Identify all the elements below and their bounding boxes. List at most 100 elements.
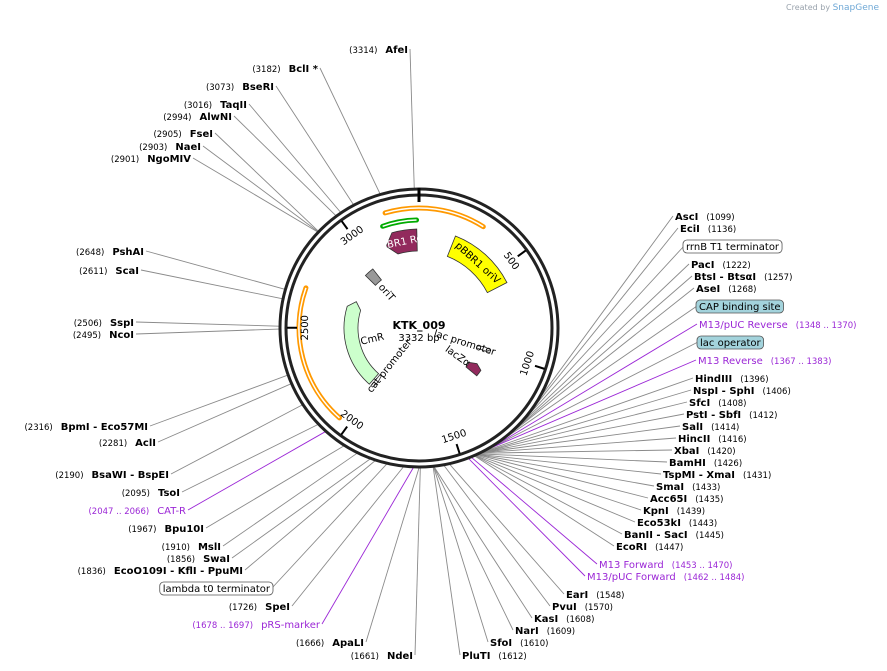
site-nari[interactable]: NarI (1609) [515,626,575,637]
site-afei[interactable]: AfeI (3314) [349,45,408,56]
site-sspi[interactable]: SspI (2506) [74,318,134,329]
site-fsei[interactable]: FseI (2905) [153,129,213,140]
leader-line [507,305,698,437]
site-name: M13 Forward [599,560,664,571]
leader-line [409,48,415,189]
site-btsi-bts-i[interactable]: BtsI - BtsαI (1257) [694,272,792,283]
site-nspi-sphi[interactable]: NspI - SphI (1406) [693,386,791,397]
site-box [696,335,764,350]
site-bseri[interactable]: BseRI (3073) [206,82,274,93]
site-prs-marker[interactable]: pRS-marker (1678 .. 1697) [192,620,321,631]
site-eari[interactable]: EarI (1548) [566,590,625,601]
site-asci[interactable]: AscI (1099) [675,212,735,223]
site-cap-binding-site[interactable]: CAP binding site [695,299,784,314]
site-ecori[interactable]: EcoRI (1447) [616,542,683,553]
site-name: CAP binding site [699,302,781,313]
site-eco53ki[interactable]: Eco53kI (1443) [637,518,717,529]
site-acli[interactable]: AclI (2281) [99,438,156,449]
feature-lacz[interactable] [465,362,482,377]
plasmid-size: 3332 bp [398,333,439,344]
site-hindiii[interactable]: HindIII (1396) [695,374,769,385]
primer-arc-core [298,287,341,419]
site-rrnb-t1-terminator[interactable]: rrnB T1 terminator [682,239,783,254]
site-cat-r[interactable]: CAT-R (2047 .. 2066) [88,506,186,517]
site-paci[interactable]: PacI (1222) [691,260,751,271]
site-name: Eco53kI [637,518,681,529]
site-ndei[interactable]: NdeI (1661) [351,651,413,662]
feature-label-cmr: CmR [360,332,386,348]
snapgene-logo-text: SnapGene [832,3,879,13]
site-bcli[interactable]: BclI * (3182) [252,64,318,75]
site-name: NarI [515,626,539,637]
site-position: (1439) [677,507,705,517]
primer-arc-core [382,219,417,228]
site-lambda-t0-terminator[interactable]: lambda t0 terminator [159,581,274,596]
site-name: FseI [190,129,213,140]
site-position: (1726) [229,603,257,613]
site-position: (1610) [520,639,548,649]
site-bpu10i[interactable]: Bpu10I (1967) [128,524,204,535]
site-banii-saci[interactable]: BanII - SacI (1445) [624,530,724,541]
site-sfci[interactable]: SfcI (1408) [689,398,746,409]
site-pvui[interactable]: PvuI (1570) [552,602,613,613]
site-apali[interactable]: ApaLI (1666) [296,638,364,649]
site-bpmi-eco57mi[interactable]: BpmI - Eco57MI (2316) [24,422,148,433]
site-ngomiv[interactable]: NgoMIV (2901) [111,154,191,165]
site-alwni[interactable]: AlwNI (2994) [163,112,232,123]
feature-lac-promoter[interactable] [476,345,492,354]
site-name: KpnI [643,506,669,517]
site-kpni[interactable]: KpnI (1439) [643,506,705,517]
site-asei[interactable]: AseI (1268) [696,284,756,295]
feature-pbbr1-rep[interactable] [385,228,418,255]
site-ecii[interactable]: EciI (1136) [680,224,736,235]
site-sali[interactable]: SalI (1414) [682,422,739,433]
site-scai[interactable]: ScaI (2611) [79,266,139,277]
site-smai[interactable]: SmaI (1433) [656,482,720,493]
site-bsawi-bspei[interactable]: BsaWI - BspEI (2190) [55,470,169,481]
site-sfoi[interactable]: SfoI (1610) [490,638,548,649]
site-xbai[interactable]: XbaI (1420) [674,446,736,457]
site-tsoi[interactable]: TsoI (2095) [122,488,180,499]
site-m13-puc-reverse[interactable]: M13/pUC Reverse (1348 .. 1370) [699,320,856,331]
site-position: (1257) [764,273,792,283]
site-position: (2316) [24,423,52,433]
site-name: SfoI [490,638,512,649]
scale-tick-label: 500 [501,250,521,272]
leader-line [482,425,681,453]
site-name: XbaI [674,446,699,457]
leader-line [321,467,414,625]
site-swai[interactable]: SwaI (1856) [167,554,230,565]
site-kasi[interactable]: KasI (1608) [534,614,594,625]
leader-line [474,455,615,547]
site-m13-reverse[interactable]: M13 Reverse (1367 .. 1383) [698,356,831,367]
site-naei[interactable]: NaeI (2903) [139,142,201,153]
site-name: NcoI [109,330,134,341]
site-psti-sbfi[interactable]: PstI - SbfI (1412) [686,410,777,421]
site-ecoo109i-kfli-ppumi[interactable]: EcoO109I - KflI - PpuMI (1836) [78,566,243,577]
site-acc65i[interactable]: Acc65I (1435) [650,494,724,505]
site-pluti[interactable]: PluTI (1612) [462,651,527,662]
site-taqii[interactable]: TaqII (3016) [184,100,247,111]
site-m13-puc-forward[interactable]: M13/pUC Forward (1462 .. 1484) [587,572,744,583]
site-ncoi[interactable]: NcoI (2495) [73,330,134,341]
feature-pbbr1-oriv[interactable] [446,235,508,294]
site-position: (1414) [711,423,739,433]
site-name: PacI [691,260,714,271]
feature-cat-promoter[interactable] [370,374,382,388]
site-tspmi-xmai[interactable]: TspMI - XmaI (1431) [663,470,771,481]
site-spei[interactable]: SpeI (1726) [229,602,290,613]
feature-orit[interactable] [364,268,382,286]
site-name: EcoO109I - KflI - PpuMI [114,566,243,577]
site-msli[interactable]: MslI (1910) [162,542,221,553]
site-name: MslI [198,542,221,553]
leader-line [495,323,698,446]
site-m13-forward[interactable]: M13 Forward (1453 .. 1470) [599,560,732,571]
site-name: pRS-marker [261,620,321,631]
site-pshai[interactable]: PshAI (2648) [76,247,144,258]
site-lac-operator[interactable]: lac operator [696,335,764,350]
site-name: EciI [680,224,700,235]
feature-cmr[interactable] [343,301,380,385]
leader-line [475,455,636,523]
site-hincii[interactable]: HincII (1416) [678,434,747,445]
site-bamhi[interactable]: BamHI (1426) [669,458,742,469]
